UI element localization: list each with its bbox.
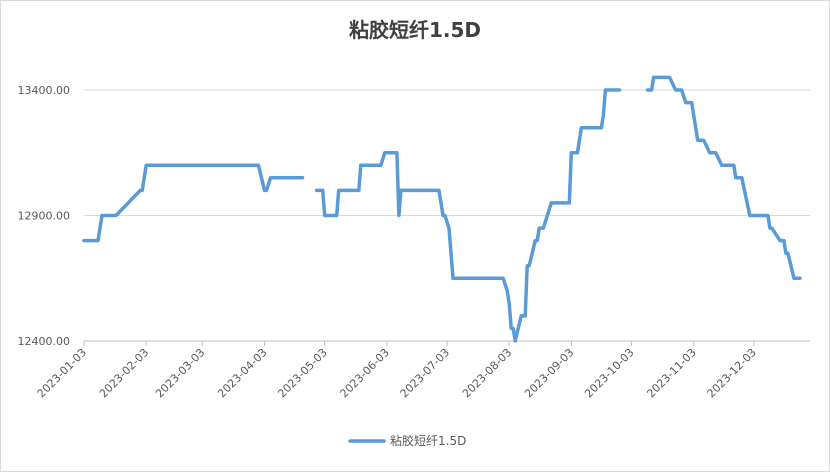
- x-tick-label: 2023-07-03: [398, 346, 452, 400]
- x-tick-label: 2023-03-03: [153, 346, 207, 400]
- series-line: [82, 163, 305, 243]
- y-tick-label: 12400.00: [18, 335, 71, 348]
- x-tick-label: 2023-06-03: [338, 346, 392, 400]
- x-tick-label: 2023-01-03: [35, 346, 89, 400]
- x-tick-label: 2023-09-03: [522, 346, 576, 400]
- x-tick-label: 2023-02-03: [97, 346, 151, 400]
- x-tick-label: 2023-04-03: [215, 346, 269, 400]
- y-tick-label: 13400.00: [18, 84, 71, 97]
- chart-title: 粘胶短纤1.5D: [348, 18, 482, 42]
- y-tick-label: 12900.00: [18, 210, 71, 223]
- series-line: [314, 88, 622, 343]
- x-tick-label: 2023-10-03: [582, 346, 636, 400]
- x-tick-label: 2023-05-03: [275, 346, 329, 400]
- x-tick-label: 2023-11-03: [644, 346, 698, 400]
- x-tick-label: 2023-12-03: [705, 346, 759, 400]
- x-tick-label: 2023-08-03: [460, 346, 514, 400]
- legend-label: 粘胶短纤1.5D: [390, 433, 466, 448]
- series-line: [645, 75, 802, 281]
